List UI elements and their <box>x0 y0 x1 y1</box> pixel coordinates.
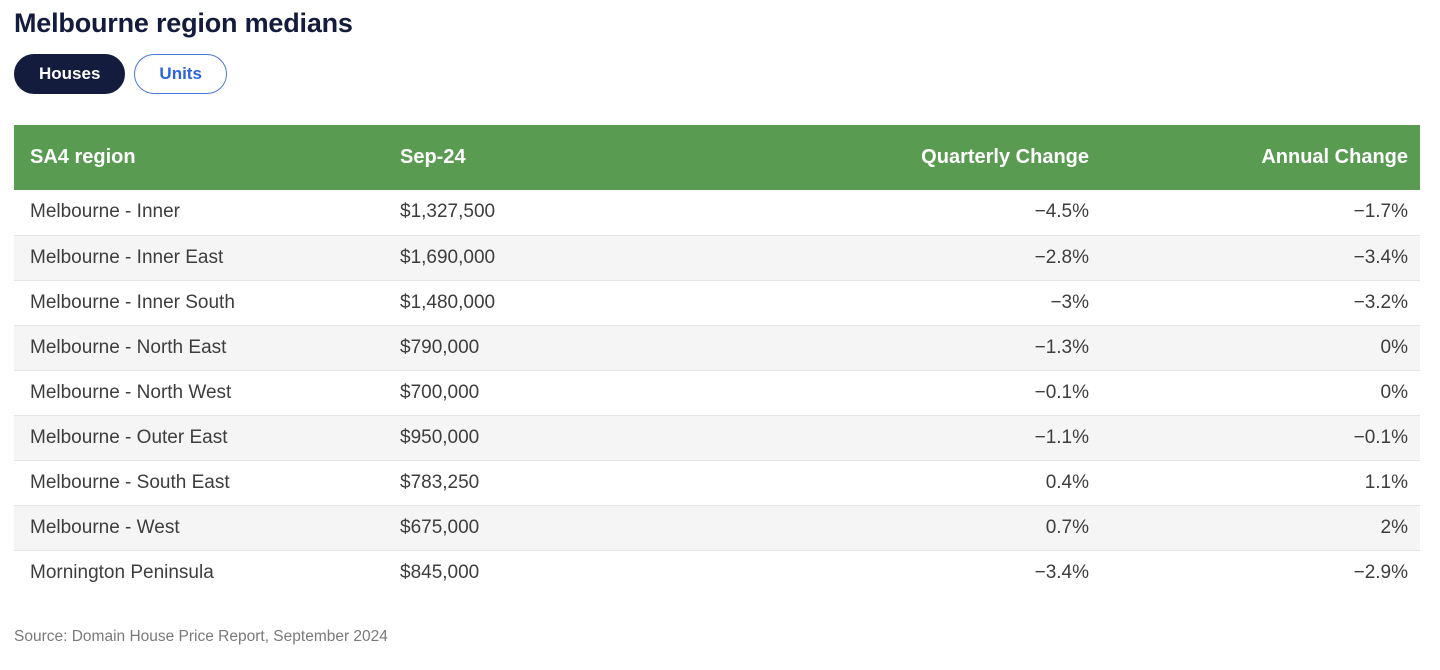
median-cell: $1,327,500 <box>400 201 496 223</box>
annual-change-cell: 2% <box>1089 504 1420 550</box>
table-row: Melbourne - North West $700,000 −0.1% 0% <box>14 369 1420 415</box>
region-cell: Melbourne - South East <box>14 459 400 505</box>
table-row: Melbourne - North East $790,000 −1.3% 0% <box>14 324 1420 370</box>
region-cell: Melbourne - Inner <box>30 201 180 223</box>
source-note: Source: Domain House Price Report, Septe… <box>14 628 388 645</box>
annual-change-cell: −2.9% <box>1089 549 1420 595</box>
quarterly-change-cell: −3.4% <box>803 549 1089 595</box>
median-cell: $675,000 <box>400 504 803 550</box>
units-toggle[interactable]: Units <box>134 54 227 94</box>
region-cell: Melbourne - West <box>14 504 400 550</box>
median-cell: $700,000 <box>400 369 803 415</box>
region-cell: Mornington Peninsula <box>14 549 400 595</box>
column-header-median: Sep-24 <box>400 125 803 190</box>
region-cell: Melbourne - Inner South <box>14 279 400 325</box>
median-cell: $1,690,000 <box>400 234 803 280</box>
annual-change-cell: 1.1% <box>1089 459 1420 505</box>
annual-change-cell: −0.1% <box>1089 414 1420 460</box>
table-row: Melbourne - West $675,000 0.7% 2% <box>14 504 1420 550</box>
median-cell: $783,250 <box>400 459 803 505</box>
median-cell: $790,000 <box>400 324 803 370</box>
medians-widget: Melbourne region medians Houses Units SA… <box>14 8 1420 645</box>
property-type-toggle-group: Houses Units <box>14 54 1420 94</box>
median-cell: $845,000 <box>400 549 803 595</box>
quarterly-change-cell: −0.1% <box>803 369 1089 415</box>
annual-change-cell: 0% <box>1089 324 1420 370</box>
annual-change-cell: −3.2% <box>1089 279 1420 325</box>
region-cell: Melbourne - Inner East <box>14 234 400 280</box>
medians-table: SA4 region Sep-24 Quarterly Change Annua… <box>14 125 1420 595</box>
annual-change-cell: 0% <box>1089 369 1420 415</box>
column-header-quarterly-change: Quarterly Change <box>803 125 1089 190</box>
houses-toggle[interactable]: Houses <box>14 54 126 94</box>
column-header-annual-change: Annual Change <box>1089 125 1420 190</box>
quarterly-change-cell: 0.4% <box>803 459 1089 505</box>
page-title: Melbourne region medians <box>14 8 353 38</box>
table-row: Melbourne - Outer East $950,000 −1.1% −0.1% <box>14 414 1420 460</box>
median-cell: $1,480,000 <box>400 279 803 325</box>
annual-change-cell: −1.7% <box>1353 201 1408 223</box>
median-cell: $950,000 <box>400 414 803 460</box>
table-row: Melbourne - Inner South $1,480,000 −3% −3.2… <box>14 279 1420 325</box>
region-cell: Melbourne - North East <box>14 324 400 370</box>
quarterly-change-cell: −3% <box>803 279 1089 325</box>
quarterly-change-cell: −4.5% <box>1034 201 1089 223</box>
region-cell: Melbourne - Outer East <box>14 414 400 460</box>
table-row: Mornington Peninsula $845,000 −3.4% −2.9% <box>14 549 1420 595</box>
table-header: SA4 region Sep-24 Quarterly Change Annua… <box>14 125 1420 190</box>
region-cell: Melbourne - North West <box>14 369 400 415</box>
quarterly-change-cell: −2.8% <box>803 234 1089 280</box>
quarterly-change-cell: −1.3% <box>803 324 1089 370</box>
table-body: Melbourne - Inner $1,327,500 −4.5% −1.7% Mel… <box>14 190 1420 595</box>
column-header-region: SA4 region <box>14 125 400 190</box>
quarterly-change-cell: 0.7% <box>803 504 1089 550</box>
table-row: Melbourne - Inner $1,327,500 −4.5% −1.7% <box>14 190 1420 235</box>
annual-change-cell: −3.4% <box>1089 234 1420 280</box>
quarterly-change-cell: −1.1% <box>803 414 1089 460</box>
table-row: Melbourne - Inner East $1,690,000 −2.8% −3.… <box>14 234 1420 280</box>
table-row: Melbourne - South East $783,250 0.4% 1.1% <box>14 459 1420 505</box>
